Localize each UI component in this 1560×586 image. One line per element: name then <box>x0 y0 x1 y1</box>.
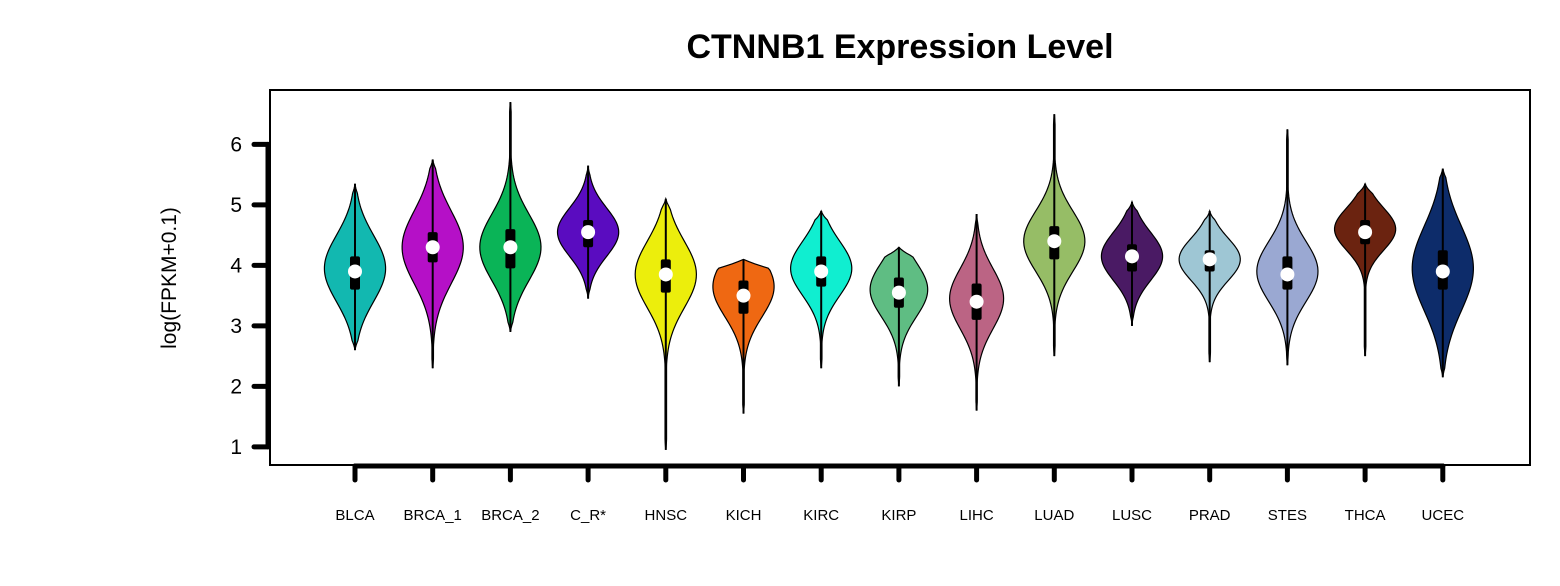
violin-median-point <box>969 294 984 309</box>
violin-group <box>1023 114 1086 357</box>
y-tick-label: 6 <box>230 133 242 156</box>
violin-group <box>323 183 387 351</box>
violin-median-point <box>1435 264 1450 279</box>
x-tick-label: BRCA_2 <box>481 507 539 524</box>
x-tick-label: LUAD <box>1034 507 1074 524</box>
x-tick-label: KIRC <box>803 507 839 524</box>
x-tick-label: C_R* <box>570 507 606 524</box>
violin-median-point <box>1047 234 1062 249</box>
y-tick-label: 3 <box>230 315 242 338</box>
violin-median-point <box>348 264 362 279</box>
y-tick-label: 2 <box>230 375 242 398</box>
violin-median-point <box>1280 267 1295 282</box>
violin-median-point <box>658 267 673 282</box>
x-tick-label: LUSC <box>1112 507 1152 524</box>
violin-median-point <box>581 225 596 240</box>
violin-group <box>712 258 775 414</box>
y-tick-label: 4 <box>230 254 242 277</box>
violin-group <box>790 209 853 369</box>
violin-median-point <box>736 288 751 303</box>
violin-median-point <box>1202 252 1217 267</box>
violin-median-point <box>503 240 518 255</box>
x-tick-label: HNSC <box>645 507 688 524</box>
chart-title: CTNNB1 Expression Level <box>686 28 1113 66</box>
violin-group <box>1256 129 1319 366</box>
x-tick-label: BRCA_1 <box>404 507 462 524</box>
violins <box>323 102 1474 450</box>
x-tick-label: STES <box>1268 507 1307 524</box>
y-axis: 1 2 3 4 5 6 <box>230 133 271 459</box>
x-tick-label: KICH <box>726 507 762 524</box>
y-tick-label: 5 <box>230 194 242 217</box>
violin-group <box>634 196 698 450</box>
y-tick-label: 1 <box>230 436 242 459</box>
x-tick-label: THCA <box>1345 507 1386 524</box>
x-axis: BLCA BRCA_1 BRCA_2 C_R* HNSC KICH KIRC KIRP LIHC… <box>335 463 1465 524</box>
y-axis-label: log(FPKM+0.1) <box>158 207 181 349</box>
violin-median-point <box>1125 249 1139 264</box>
violin-group <box>869 246 929 387</box>
violin-median-point <box>1358 225 1373 240</box>
violin-group <box>1178 208 1241 363</box>
violin-group <box>1100 199 1164 326</box>
violin-group <box>556 165 620 299</box>
violin-group <box>1333 182 1397 357</box>
violin-group <box>1411 168 1474 378</box>
violin-median-point <box>814 264 829 279</box>
violin-median-point <box>891 285 906 300</box>
x-tick-label: KIRP <box>881 507 916 524</box>
x-tick-label: LIHC <box>960 507 994 524</box>
violin-group <box>401 159 464 369</box>
x-tick-label: UCEC <box>1422 507 1465 524</box>
violin-group <box>948 213 1005 411</box>
x-tick-label: PRAD <box>1189 507 1231 524</box>
violin-group <box>479 102 542 333</box>
x-tick-label: BLCA <box>335 507 374 524</box>
violin-median-point <box>425 240 440 255</box>
